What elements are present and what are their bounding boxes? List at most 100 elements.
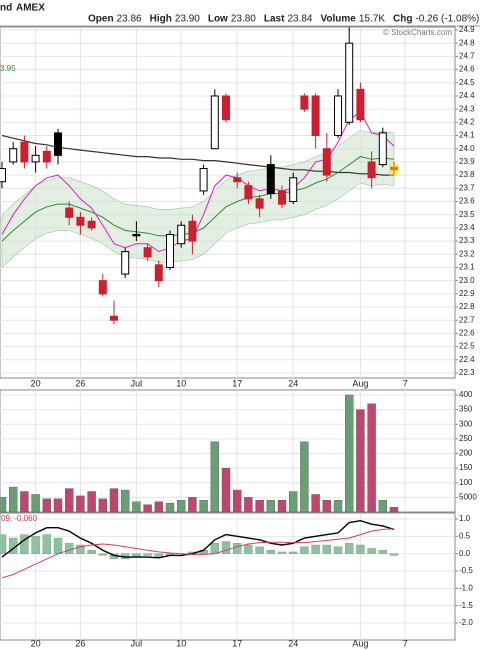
volume-bar bbox=[176, 500, 186, 513]
volume-bar bbox=[31, 494, 40, 513]
volume-bar bbox=[132, 501, 141, 513]
candle-body bbox=[188, 220, 197, 242]
histogram-bar bbox=[333, 546, 343, 554]
header: nd AMEX Open 23.86 High 23.90 Low 23.80 Last 23.8… bbox=[0, 0, 480, 27]
volume-bar bbox=[266, 500, 275, 513]
histogram-bar bbox=[367, 548, 376, 554]
candle-body bbox=[42, 150, 51, 163]
y-tick-label: 24.1 bbox=[459, 131, 475, 140]
panel-frame bbox=[0, 26, 456, 379]
y-tick-label: 0.5 bbox=[459, 531, 471, 540]
histogram-bar bbox=[221, 541, 231, 554]
volume-bar bbox=[333, 500, 343, 513]
histogram-bar bbox=[255, 546, 264, 554]
volume-bar bbox=[53, 498, 63, 513]
candle-body bbox=[210, 95, 219, 150]
candle-body bbox=[222, 95, 230, 121]
histogram-bar bbox=[143, 553, 152, 556]
candle-body bbox=[244, 185, 253, 200]
volume-bar bbox=[255, 500, 264, 513]
histogram-bar bbox=[311, 544, 320, 554]
panel-title: 09, -0.060 bbox=[1, 514, 38, 523]
y-tick-label: 24.0 bbox=[459, 144, 475, 153]
volume-bar bbox=[378, 500, 387, 513]
histogram-bar bbox=[389, 553, 399, 556]
histogram-bar bbox=[87, 550, 96, 554]
y-tick-label: 350 bbox=[459, 405, 473, 414]
histogram-bar bbox=[289, 551, 298, 554]
volume-bar bbox=[210, 441, 220, 513]
histogram-bar bbox=[76, 544, 85, 554]
y-tick-label: 24.4 bbox=[459, 91, 475, 100]
candle-body bbox=[233, 177, 242, 183]
volume-bar bbox=[277, 500, 287, 513]
y-tick-label: 23.3 bbox=[459, 236, 475, 245]
last-highlight bbox=[389, 163, 399, 176]
histogram-bar bbox=[322, 544, 331, 554]
x-tick-label: 7 bbox=[403, 378, 408, 388]
volume-bar bbox=[367, 403, 376, 513]
candle-body bbox=[87, 220, 96, 229]
macd-line bbox=[1, 519, 395, 559]
field-value: 23.86 bbox=[117, 14, 142, 25]
candle-body bbox=[121, 251, 130, 275]
y-tick-label: 22.5 bbox=[459, 342, 475, 351]
y-tick-label: 150 bbox=[459, 463, 473, 472]
candle-body bbox=[199, 168, 208, 192]
y-tick-label: 22.4 bbox=[459, 355, 475, 364]
volume-bar bbox=[199, 500, 208, 513]
histogram-bar bbox=[244, 544, 253, 554]
symbol: nd bbox=[0, 3, 12, 14]
x-tick-label: 26 bbox=[75, 638, 85, 648]
y-tick-label: 23.7 bbox=[459, 183, 475, 192]
candle-body bbox=[143, 247, 152, 258]
volume-bar bbox=[188, 497, 197, 513]
field-label: Volume bbox=[320, 14, 356, 25]
y-tick-label: 23.2 bbox=[459, 249, 475, 258]
candle-body bbox=[390, 166, 398, 171]
y-tick-label: 24.8 bbox=[459, 38, 475, 47]
histogram-bar bbox=[98, 553, 108, 556]
indicator-line bbox=[1, 156, 395, 242]
field-label: Open bbox=[88, 14, 114, 25]
macd-line bbox=[1, 528, 395, 579]
volume-bar bbox=[289, 491, 298, 513]
candle-body bbox=[334, 95, 342, 137]
x-tick-label: 10 bbox=[176, 638, 186, 648]
candle-body bbox=[166, 233, 174, 268]
histogram-bar bbox=[232, 543, 242, 554]
volume-bar bbox=[232, 489, 242, 513]
candle-body bbox=[345, 42, 354, 123]
y-tick-label: 23.1 bbox=[459, 263, 475, 272]
y-tick-label: 200 bbox=[459, 449, 473, 458]
histogram-bar bbox=[53, 537, 63, 554]
candle-body bbox=[110, 315, 118, 321]
volume-bar bbox=[389, 507, 399, 513]
volume-bar bbox=[20, 491, 29, 513]
panel-frame bbox=[0, 512, 456, 641]
candle-body bbox=[278, 190, 286, 205]
histogram-bar bbox=[20, 534, 29, 554]
volume-bar bbox=[300, 441, 309, 513]
histogram-bar bbox=[356, 544, 365, 554]
x-tick-label: 24 bbox=[288, 378, 298, 388]
volume-bar bbox=[98, 498, 108, 513]
y-tick-label: 400 bbox=[459, 390, 473, 399]
field-label: Chg bbox=[393, 14, 412, 25]
exchange: AMEX bbox=[16, 3, 45, 14]
histogram-bar bbox=[277, 551, 287, 554]
volume-bar bbox=[109, 488, 119, 513]
x-tick-label: Jul bbox=[131, 638, 143, 648]
candle-body bbox=[31, 154, 40, 163]
x-tick-label: 17 bbox=[232, 638, 242, 648]
y-tick-label: 22.7 bbox=[459, 315, 475, 324]
y-tick-label: 24.2 bbox=[459, 117, 475, 126]
y-tick-label: 0.0 bbox=[459, 549, 471, 558]
y-tick-label: 24.6 bbox=[459, 65, 475, 74]
field-label: High bbox=[150, 14, 172, 25]
volume-bar bbox=[345, 394, 354, 513]
watermark: © StockCharts.com bbox=[383, 28, 452, 37]
x-tick-label: 20 bbox=[31, 378, 41, 388]
y-tick-label: 5000 bbox=[459, 492, 477, 501]
